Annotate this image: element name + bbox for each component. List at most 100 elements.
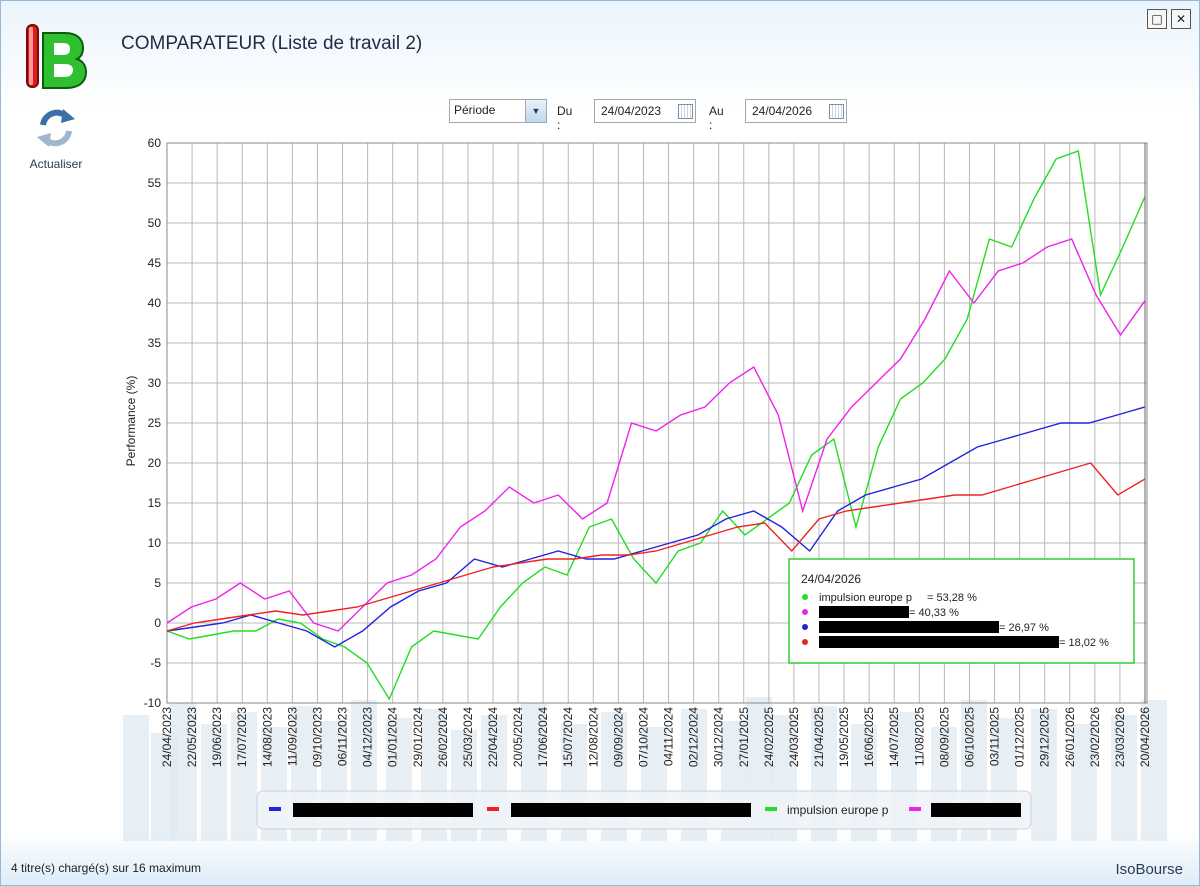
x-tick-label: 06/10/2025 (962, 707, 976, 767)
series-line-2 (166, 406, 1146, 648)
x-tick-label: 08/09/2025 (937, 707, 951, 767)
calendar-icon[interactable] (829, 104, 844, 119)
x-tick-label: 20/04/2026 (1138, 707, 1152, 767)
tooltip-value: = 18,02 % (1059, 637, 1109, 649)
value-tooltip: 24/04/2026 impulsion europe p = 53,28 % =… (788, 558, 1135, 664)
y-axis-label: Performance (%) (124, 376, 138, 467)
maximize-button[interactable]: □ (1147, 9, 1167, 29)
x-tick-label: 07/10/2024 (636, 707, 650, 767)
refresh-button[interactable]: Actualiser (19, 105, 93, 171)
to-date-value: 24/04/2026 (752, 104, 813, 118)
y-tick-label: 0 (154, 616, 161, 630)
y-tick-label: 60 (148, 136, 162, 150)
legend-label: impulsion europe p (787, 803, 889, 817)
x-axis-ticks: 24/04/2023 22/05/2023 19/06/2023 17/07/2023… (160, 707, 1152, 767)
y-tick-label: 5 (154, 576, 161, 590)
from-date-value: 24/04/2023 (601, 104, 662, 118)
tooltip-redaction (819, 606, 909, 618)
x-tick-label: 22/05/2023 (185, 707, 199, 767)
building-4 (231, 712, 257, 841)
x-tick-label: 11/08/2025 (912, 707, 926, 766)
x-tick-label: 30/12/2024 (712, 707, 726, 767)
building-27 (1031, 709, 1057, 841)
x-tick-label: 22/04/2024 (486, 707, 500, 767)
tooltip-dot (802, 639, 808, 645)
x-tick-label: 19/05/2025 (837, 707, 851, 767)
x-tick-label: 04/12/2023 (361, 707, 375, 767)
series-line-0 (166, 150, 1146, 701)
period-select[interactable]: Période ▼ (449, 99, 547, 123)
legend-redaction (931, 803, 1021, 817)
y-tick-label: 25 (148, 416, 162, 430)
y-tick-label: 15 (148, 496, 162, 510)
x-tick-label: 26/02/2024 (436, 707, 450, 767)
chart-legend: impulsion europe p (256, 790, 1032, 830)
y-tick-label: 50 (148, 216, 162, 230)
building-30 (1141, 700, 1167, 841)
close-icon: ✕ (1175, 12, 1187, 26)
x-tick-label: 09/10/2023 (310, 707, 324, 767)
chart-series (166, 150, 1146, 701)
x-tick-label: 24/02/2025 (762, 707, 776, 767)
x-tick-label: 11/09/2023 (285, 707, 299, 766)
x-tick-label: 20/05/2024 (511, 707, 525, 767)
x-tick-label: 06/11/2023 (336, 707, 350, 766)
y-tick-label: 35 (148, 336, 162, 350)
building-28 (1071, 724, 1097, 841)
x-tick-label: 04/11/2024 (662, 707, 676, 766)
y-tick-label: 10 (148, 536, 162, 550)
y-tick-label: -10 (144, 696, 162, 710)
building-3 (201, 724, 227, 841)
building-0 (123, 715, 149, 841)
isobourse-logo (26, 24, 88, 89)
y-tick-label: 45 (148, 256, 162, 270)
x-tick-label: 24/04/2023 (160, 707, 174, 767)
x-tick-label: 14/07/2025 (887, 707, 901, 767)
y-tick-label: 40 (148, 296, 162, 310)
close-button[interactable]: ✕ (1171, 9, 1191, 29)
tooltip-redaction (819, 636, 1059, 648)
building-29 (1111, 715, 1137, 841)
series-line-3 (166, 462, 1146, 632)
x-tick-label: 17/06/2024 (536, 707, 550, 767)
tooltip-series-name: impulsion europe p (819, 592, 912, 604)
from-date-field[interactable]: 24/04/2023 (594, 99, 696, 123)
x-tick-label: 19/06/2023 (210, 707, 224, 767)
tooltip-value: = 26,97 % (999, 622, 1049, 634)
x-tick-label: 29/12/2025 (1038, 707, 1052, 767)
y-tick-label: 20 (148, 456, 162, 470)
plot-frame (166, 142, 1148, 704)
calendar-icon[interactable] (678, 104, 693, 119)
x-tick-label: 12/08/2024 (586, 707, 600, 767)
status-loaded-count: 4 titre(s) chargé(s) sur 16 maximum (11, 861, 202, 875)
x-tick-label: 26/01/2026 (1063, 707, 1077, 767)
y-tick-label: 30 (148, 376, 162, 390)
legend-redaction (511, 803, 751, 817)
chevron-down-icon[interactable]: ▼ (525, 100, 546, 122)
x-tick-label: 03/11/2025 (988, 707, 1002, 766)
from-label: Du : (557, 104, 573, 132)
maximize-icon: □ (1151, 12, 1163, 26)
tooltip-redaction (819, 621, 999, 633)
refresh-label: Actualiser (29, 157, 83, 171)
x-tick-label: 29/01/2024 (411, 707, 425, 767)
x-tick-label: 27/01/2025 (737, 707, 751, 767)
x-tick-label: 23/03/2026 (1113, 707, 1127, 767)
tooltip-dot (802, 594, 808, 600)
x-tick-label: 17/07/2023 (235, 707, 249, 767)
legend-redaction (293, 803, 473, 817)
x-tick-label: 16/06/2025 (862, 707, 876, 767)
to-date-field[interactable]: 24/04/2026 (745, 99, 847, 123)
tooltip-dot (802, 609, 808, 615)
x-tick-label: 02/12/2024 (687, 707, 701, 767)
building-2 (171, 703, 197, 841)
y-axis-ticks: -10 -5 0 5 10 15 20 25 30 35 40 45 50 55 60 (144, 136, 162, 710)
x-tick-label: 14/08/2023 (260, 707, 274, 767)
to-label: Au : (709, 104, 724, 132)
x-tick-label: 15/07/2024 (561, 707, 575, 767)
x-tick-label: 21/04/2025 (812, 707, 826, 767)
y-tick-label: -5 (150, 656, 161, 670)
tooltip-dot (802, 624, 808, 630)
performance-chart: -10 -5 0 5 10 15 20 25 30 35 40 45 50 55 60 24/04/2023… (123, 136, 1167, 841)
